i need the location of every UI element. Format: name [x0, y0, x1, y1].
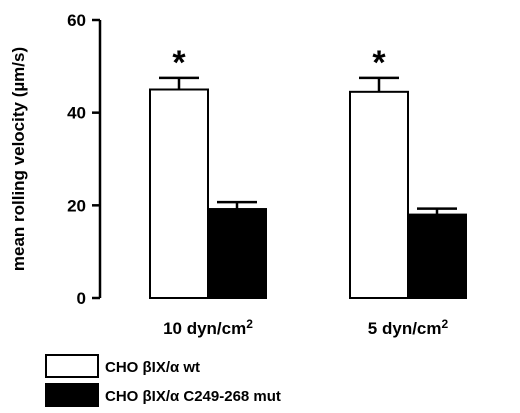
category-label-superscript-1: 2	[442, 317, 449, 331]
significance-star-0: *	[172, 44, 186, 82]
y-tick-label-1: 20	[67, 196, 86, 215]
bar-0-0	[149, 88, 209, 299]
category-label-text-0: 10 dyn/cm	[163, 319, 246, 338]
category-label-text-1: 5 dyn/cm	[368, 319, 442, 338]
bar-1-0	[349, 90, 409, 299]
y-axis-label: mean rolling velocity (µm/s)	[9, 47, 28, 271]
bar-1-1	[407, 213, 467, 300]
legend: CHO βIX/α wt CHO βIX/α C249-268 mut	[45, 354, 281, 407]
category-label-0: 10 dyn/cm2	[163, 317, 253, 338]
axes	[92, 18, 102, 300]
legend-swatch-1	[45, 383, 99, 407]
labels: 0 20 40 60 mean rolling velocity (µm/s) 10 dy…	[9, 11, 449, 338]
bar-0-1	[207, 208, 267, 299]
legend-label-1: CHO βIX/α C249-268 mut	[105, 388, 281, 405]
y-tick-label-2: 40	[67, 104, 86, 123]
bars	[149, 76, 467, 300]
legend-label-0: CHO βIX/α wt	[105, 359, 200, 376]
category-label-superscript-0: 2	[246, 317, 253, 331]
y-tick-label-3: 60	[67, 11, 86, 30]
legend-swatch-0	[45, 354, 99, 378]
significance-star-1: *	[372, 44, 386, 82]
y-tick-label-0: 0	[77, 289, 86, 308]
category-label-1: 5 dyn/cm2	[368, 317, 449, 338]
